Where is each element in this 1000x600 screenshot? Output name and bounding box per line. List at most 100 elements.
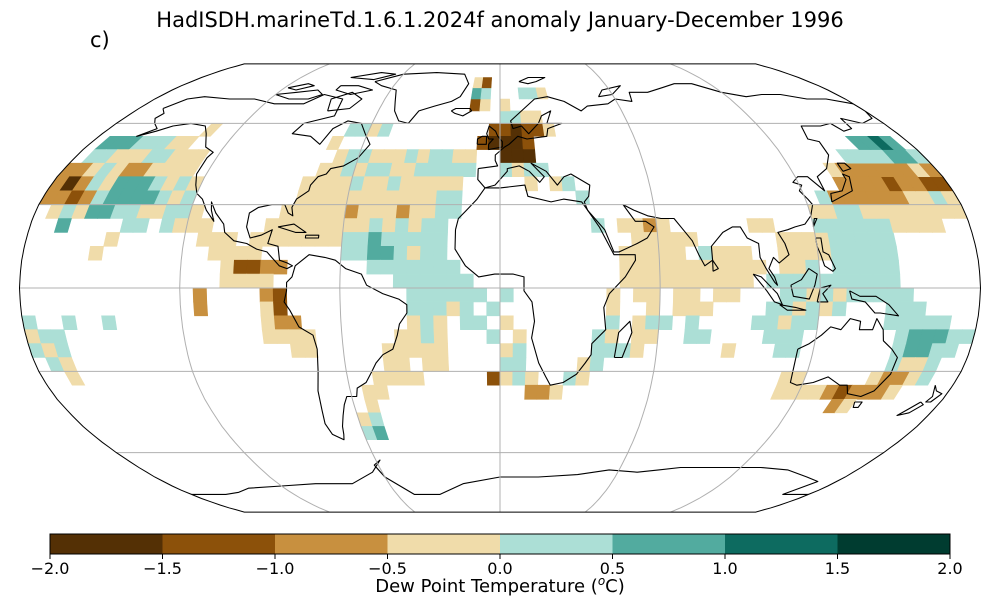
grid-cell <box>686 273 701 289</box>
grid-cell <box>725 259 741 275</box>
grid-cell <box>462 162 477 177</box>
grid-cell <box>419 246 435 261</box>
grid-cell <box>446 301 461 317</box>
grid-cell <box>364 398 381 414</box>
grid-cell <box>314 232 330 247</box>
coastline <box>477 83 873 286</box>
grid-cell <box>511 149 525 164</box>
grid-cell <box>325 136 345 150</box>
grid-cell <box>409 190 425 205</box>
grid-cell <box>341 232 357 247</box>
grid-cell <box>459 273 474 289</box>
grid-cell <box>644 246 660 261</box>
grid-cell <box>738 259 754 275</box>
grid-cell <box>832 273 848 289</box>
grid-cell <box>859 287 875 303</box>
grid-cell <box>486 371 501 386</box>
grid-cell <box>774 329 792 344</box>
grid-cell <box>413 162 429 177</box>
grid-cell <box>353 246 369 261</box>
coastline <box>789 318 898 398</box>
grid-cell <box>420 329 435 344</box>
grid-cell <box>208 232 226 247</box>
grid-cell <box>880 384 904 400</box>
grid-cell <box>686 287 701 303</box>
grid-cell <box>434 218 449 233</box>
grid-cell <box>463 149 478 164</box>
grid-cell <box>818 301 834 317</box>
grid-cell <box>896 315 913 331</box>
grid-cell <box>792 287 808 303</box>
colorbar-tick-label: −1.0 <box>256 559 295 578</box>
grid-cell <box>372 426 390 441</box>
grid-cell <box>420 218 436 233</box>
grid-cell <box>87 246 104 261</box>
grid-cell <box>358 190 375 205</box>
grid-cell <box>198 218 215 233</box>
grid-cell <box>712 259 727 275</box>
grid-cell <box>512 371 526 386</box>
grid-cell <box>859 273 875 289</box>
grid-cell <box>259 273 274 289</box>
grid-cell <box>420 343 436 358</box>
grid-cell <box>233 259 248 275</box>
colorbar-label-sup: o <box>597 574 606 588</box>
grid-cell <box>790 315 806 331</box>
grid-cell <box>355 218 371 233</box>
grid-cell <box>878 136 907 150</box>
grid-cell <box>656 232 673 247</box>
grid-cell <box>846 273 861 289</box>
grid-cell <box>724 246 740 261</box>
grid-cell <box>435 190 451 205</box>
grid-cell <box>379 259 395 275</box>
grid-cell <box>419 315 435 331</box>
grid-cell <box>273 315 289 331</box>
grid-cell <box>411 176 427 192</box>
grid-cell <box>446 259 461 275</box>
grid-cell <box>712 273 728 289</box>
grid-cell <box>393 232 409 247</box>
map-title: HadISDH.marineTd.1.6.1.2024f anomaly Jan… <box>156 8 844 32</box>
grid-cell <box>327 232 344 247</box>
grid-cell <box>303 218 319 233</box>
grid-cell <box>394 343 410 358</box>
grid-cell <box>392 273 408 289</box>
grid-cell <box>407 218 423 233</box>
grid-cell <box>791 259 807 275</box>
grid-cell <box>646 287 661 303</box>
grid-cell <box>459 315 474 331</box>
grid-cell <box>536 384 551 400</box>
colorbar-tick-label: −0.5 <box>368 559 407 578</box>
grid-cell <box>367 232 383 247</box>
grid-cell <box>436 176 452 192</box>
grid-cell <box>510 136 524 150</box>
grid-cell <box>368 218 384 233</box>
grid-cell <box>542 123 557 137</box>
grid-cell <box>655 218 671 233</box>
grid-cell <box>882 315 899 331</box>
grid-cell <box>261 329 278 344</box>
grid-cell <box>630 232 646 247</box>
coastline <box>374 72 470 124</box>
grid-cell <box>672 287 688 303</box>
grid-cell <box>397 190 413 205</box>
grid-cell <box>61 315 78 331</box>
grid-cell <box>371 190 388 205</box>
grid-cell <box>220 246 237 261</box>
grid-cell <box>759 218 776 233</box>
coastline <box>476 135 488 145</box>
colorbar-bin <box>725 534 838 554</box>
grid-cell <box>193 301 209 317</box>
grid-cell <box>397 371 413 386</box>
grid-cell <box>645 259 661 275</box>
grid-cell <box>499 110 512 124</box>
grid-cell <box>935 315 953 331</box>
grid-cell <box>879 232 897 247</box>
coastline <box>812 217 818 228</box>
grid-cell <box>872 273 888 289</box>
grid-cell <box>898 301 914 317</box>
grid-cell <box>499 149 513 164</box>
grid-cell <box>499 315 514 331</box>
coastline <box>849 290 900 317</box>
grid-cell <box>671 246 687 261</box>
